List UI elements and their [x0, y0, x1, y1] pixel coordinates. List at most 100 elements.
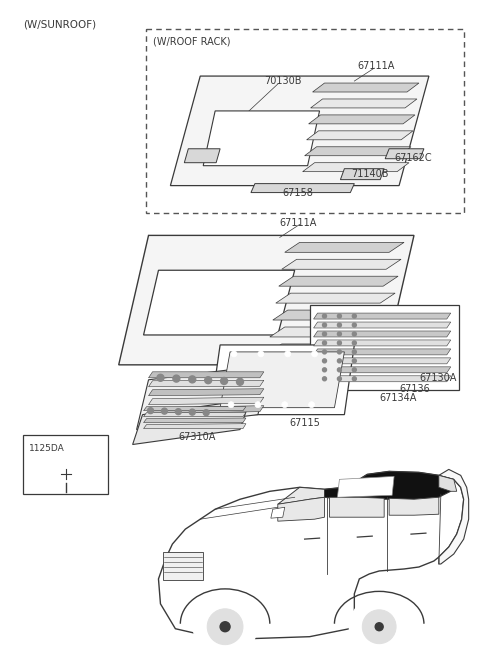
Circle shape	[147, 407, 154, 414]
Polygon shape	[132, 400, 250, 445]
Polygon shape	[313, 367, 451, 373]
Polygon shape	[251, 184, 354, 193]
Polygon shape	[119, 236, 414, 365]
Bar	[164, 552, 203, 580]
Circle shape	[189, 409, 195, 415]
Polygon shape	[184, 149, 220, 163]
Text: 67134A: 67134A	[379, 393, 417, 403]
Polygon shape	[312, 83, 419, 92]
Circle shape	[337, 314, 341, 318]
Circle shape	[352, 332, 356, 336]
Polygon shape	[144, 418, 246, 422]
Polygon shape	[279, 276, 398, 286]
Polygon shape	[389, 497, 439, 515]
Polygon shape	[302, 163, 409, 172]
Circle shape	[323, 350, 326, 354]
Circle shape	[337, 359, 341, 363]
Circle shape	[337, 341, 341, 345]
Polygon shape	[285, 242, 404, 253]
Circle shape	[375, 623, 383, 630]
Circle shape	[352, 377, 356, 380]
Circle shape	[337, 377, 341, 380]
Circle shape	[352, 350, 356, 354]
Polygon shape	[439, 476, 457, 491]
Text: 71140B: 71140B	[351, 169, 389, 178]
Text: 67115: 67115	[290, 418, 321, 428]
Text: (W/SUNROOF): (W/SUNROOF)	[23, 19, 96, 30]
Circle shape	[207, 609, 243, 645]
Polygon shape	[148, 372, 264, 378]
Polygon shape	[313, 358, 451, 364]
Circle shape	[352, 359, 356, 363]
Text: 70130B: 70130B	[264, 76, 301, 86]
Circle shape	[323, 368, 326, 372]
Text: 67136: 67136	[399, 384, 430, 394]
Bar	[23, 434, 108, 494]
Text: 67310A: 67310A	[179, 432, 216, 441]
Circle shape	[323, 314, 326, 318]
Polygon shape	[144, 407, 246, 411]
Polygon shape	[148, 389, 264, 396]
Text: 1125DA: 1125DA	[29, 443, 65, 453]
Polygon shape	[313, 322, 451, 328]
Circle shape	[337, 323, 341, 327]
Polygon shape	[305, 147, 411, 155]
Polygon shape	[439, 470, 468, 564]
Circle shape	[323, 332, 326, 336]
Circle shape	[323, 323, 326, 327]
Polygon shape	[276, 293, 395, 303]
Polygon shape	[310, 305, 459, 390]
Circle shape	[193, 595, 257, 656]
Polygon shape	[270, 327, 389, 337]
Polygon shape	[148, 405, 264, 414]
Circle shape	[282, 401, 288, 407]
Circle shape	[175, 409, 181, 415]
Circle shape	[161, 408, 168, 414]
Text: 67111A: 67111A	[280, 218, 317, 228]
Text: 67130A: 67130A	[419, 373, 456, 383]
Circle shape	[204, 377, 212, 384]
Circle shape	[258, 351, 264, 357]
Circle shape	[352, 323, 356, 327]
Polygon shape	[278, 487, 324, 504]
Circle shape	[323, 377, 326, 380]
Circle shape	[312, 351, 318, 357]
Circle shape	[323, 341, 326, 345]
Circle shape	[231, 351, 237, 357]
Circle shape	[349, 597, 409, 656]
Circle shape	[337, 350, 341, 354]
Circle shape	[173, 375, 180, 382]
Polygon shape	[273, 310, 392, 320]
Polygon shape	[313, 313, 451, 319]
Polygon shape	[210, 345, 354, 415]
Polygon shape	[309, 115, 415, 124]
Polygon shape	[271, 507, 285, 518]
Text: 67158: 67158	[283, 188, 313, 197]
Circle shape	[221, 377, 228, 384]
Polygon shape	[137, 365, 270, 430]
Polygon shape	[170, 76, 429, 186]
Circle shape	[285, 351, 291, 357]
Polygon shape	[220, 352, 344, 407]
Circle shape	[337, 332, 341, 336]
Polygon shape	[313, 376, 451, 382]
Text: 67162C: 67162C	[394, 153, 432, 163]
Polygon shape	[278, 497, 324, 521]
Polygon shape	[313, 331, 451, 337]
Bar	[145, 30, 464, 213]
Circle shape	[228, 401, 234, 407]
Polygon shape	[340, 169, 384, 180]
Circle shape	[352, 368, 356, 372]
Polygon shape	[385, 149, 424, 159]
Polygon shape	[307, 131, 413, 140]
Circle shape	[220, 622, 230, 632]
Circle shape	[189, 376, 196, 383]
Circle shape	[57, 465, 75, 483]
Circle shape	[362, 610, 396, 644]
Polygon shape	[144, 413, 246, 417]
Polygon shape	[282, 259, 401, 269]
Polygon shape	[311, 99, 417, 108]
Circle shape	[352, 341, 356, 345]
Circle shape	[237, 379, 243, 385]
Circle shape	[203, 409, 209, 416]
